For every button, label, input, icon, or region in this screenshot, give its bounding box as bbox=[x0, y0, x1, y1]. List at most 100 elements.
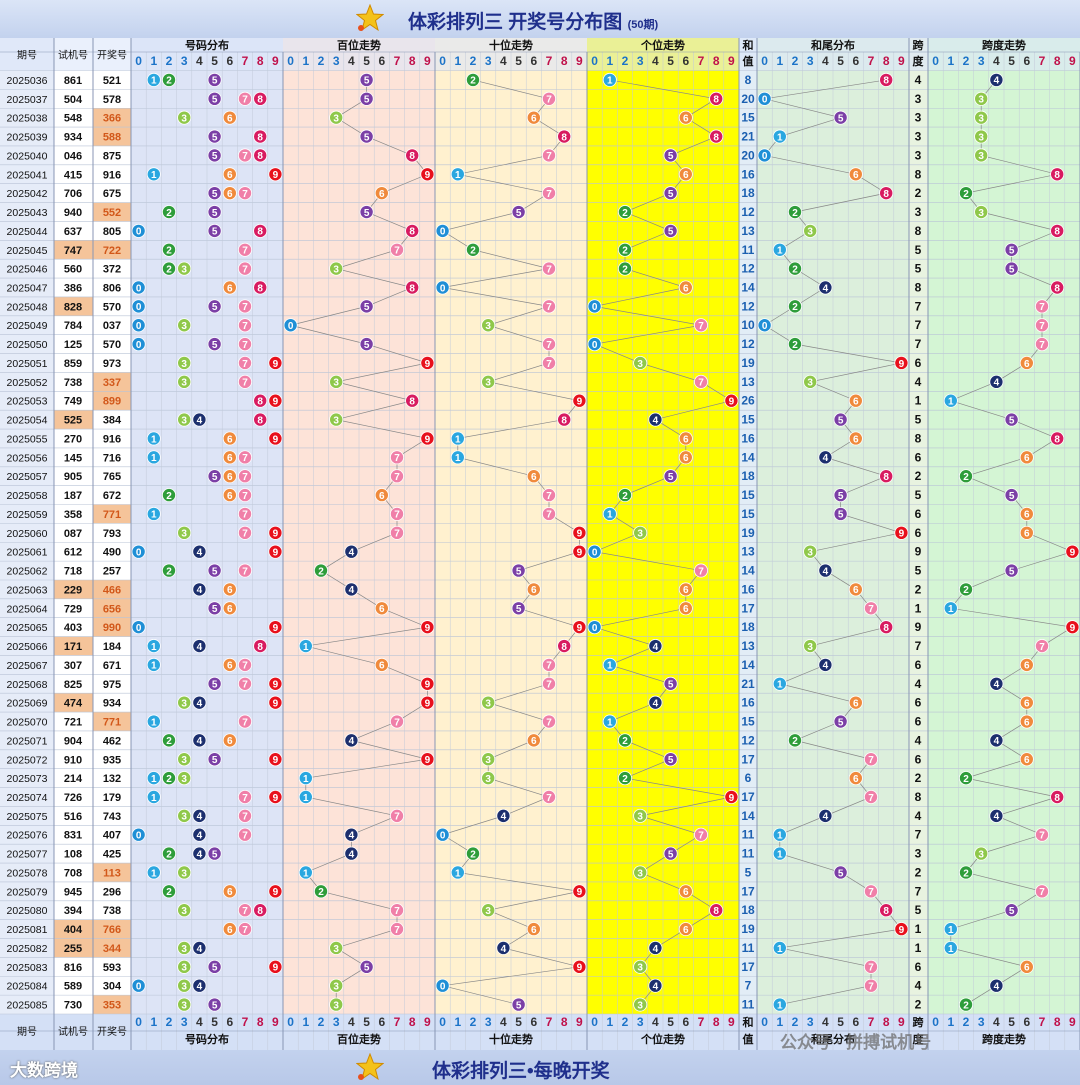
hundreds-ball: 9 bbox=[420, 167, 435, 182]
dist-ball: 5 bbox=[207, 129, 222, 144]
units-ball: 4 bbox=[648, 639, 663, 654]
tens-ball: 5 bbox=[511, 601, 526, 616]
sumtail-ball: 5 bbox=[833, 110, 848, 125]
svg-text:0: 0 bbox=[592, 547, 598, 558]
span-ball: 3 bbox=[974, 148, 989, 163]
hundreds-ball: 4 bbox=[344, 733, 359, 748]
draw-footer: 开奖号 bbox=[97, 1025, 127, 1038]
draw-highlight bbox=[93, 579, 131, 599]
svg-text:5: 5 bbox=[1009, 491, 1015, 502]
trial-cell: 125 bbox=[64, 339, 82, 351]
sum-cell: 19 bbox=[741, 526, 755, 540]
period-cell: 2025080 bbox=[7, 905, 48, 917]
digit-footer: 1 bbox=[606, 1015, 613, 1029]
period-cell: 2025051 bbox=[7, 358, 48, 370]
trial-cell: 255 bbox=[64, 943, 82, 955]
hundreds-ball: 9 bbox=[420, 676, 435, 691]
tens-ball: 7 bbox=[542, 355, 557, 370]
dist-ball: 2 bbox=[161, 563, 176, 578]
units-ball: 3 bbox=[633, 959, 648, 974]
dist-ball: 1 bbox=[146, 72, 161, 87]
trial-cell: 187 bbox=[64, 490, 82, 502]
hundreds-ball: 5 bbox=[359, 959, 374, 974]
svg-text:0: 0 bbox=[136, 227, 142, 238]
span-cell: 5 bbox=[915, 262, 922, 276]
period-cell: 2025061 bbox=[7, 547, 48, 559]
sum-header-top: 和 bbox=[743, 38, 754, 52]
units-ball: 2 bbox=[618, 205, 633, 220]
svg-text:9: 9 bbox=[899, 529, 905, 540]
span-ball: 8 bbox=[1050, 280, 1065, 295]
digit-header: 2 bbox=[792, 54, 799, 68]
svg-text:0: 0 bbox=[592, 340, 598, 351]
hundreds-ball: 7 bbox=[389, 450, 404, 465]
units-ball: 4 bbox=[648, 412, 663, 427]
hundreds-ball: 9 bbox=[420, 355, 435, 370]
svg-text:8: 8 bbox=[257, 906, 263, 917]
svg-text:7: 7 bbox=[1039, 642, 1045, 653]
span-ball: 2 bbox=[959, 469, 974, 484]
period-cell: 2025047 bbox=[7, 283, 48, 295]
trial-cell: 749 bbox=[64, 396, 82, 408]
svg-text:6: 6 bbox=[227, 434, 233, 445]
sumtail-ball: 6 bbox=[848, 582, 863, 597]
draw-cell: 916 bbox=[103, 169, 121, 181]
hundreds-ball: 8 bbox=[405, 280, 420, 295]
period-cell: 2025083 bbox=[7, 962, 48, 974]
period-cell: 2025075 bbox=[7, 811, 48, 823]
units-ball: 0 bbox=[587, 620, 602, 635]
draw-cell: 344 bbox=[103, 943, 122, 955]
span-cell: 8 bbox=[915, 431, 922, 445]
units-ball: 1 bbox=[602, 714, 617, 729]
units-ball: 7 bbox=[694, 563, 709, 578]
dist-ball: 8 bbox=[253, 903, 268, 918]
draw-cell: 337 bbox=[103, 377, 121, 389]
draw-highlight bbox=[93, 712, 131, 731]
draw-cell: 899 bbox=[103, 396, 121, 408]
sum-cell: 5 bbox=[745, 865, 752, 879]
trial-cell: 730 bbox=[64, 1000, 82, 1012]
sum-cell: 10 bbox=[741, 318, 755, 332]
trial-cell: 516 bbox=[64, 811, 82, 823]
svg-text:9: 9 bbox=[577, 963, 583, 974]
sumtail-ball: 2 bbox=[788, 205, 803, 220]
section-header-dist: 号码分布 bbox=[185, 38, 229, 52]
svg-text:2: 2 bbox=[792, 208, 798, 219]
draw-cell: 184 bbox=[103, 641, 122, 653]
svg-text:6: 6 bbox=[683, 925, 689, 936]
svg-text:6: 6 bbox=[1024, 359, 1030, 370]
units-ball: 1 bbox=[602, 72, 617, 87]
trial-highlight bbox=[54, 579, 93, 599]
svg-text:1: 1 bbox=[455, 453, 461, 464]
svg-text:2: 2 bbox=[792, 302, 798, 313]
span-ball: 1 bbox=[943, 601, 958, 616]
dist-ball: 9 bbox=[268, 752, 283, 767]
trial-cell: 229 bbox=[64, 584, 82, 596]
svg-text:7: 7 bbox=[242, 717, 248, 728]
trial-cell: 415 bbox=[64, 169, 82, 181]
dist-ball: 7 bbox=[237, 299, 252, 314]
svg-text:6: 6 bbox=[227, 736, 233, 747]
svg-text:4: 4 bbox=[349, 547, 355, 558]
section-footer-hundreds: 百位走势 bbox=[337, 1032, 381, 1046]
dist-ball: 3 bbox=[177, 355, 192, 370]
hundreds-ball: 5 bbox=[359, 91, 374, 106]
svg-text:1: 1 bbox=[777, 1000, 783, 1011]
sumtail-ball: 9 bbox=[894, 922, 909, 937]
span-cell: 1 bbox=[915, 394, 922, 408]
svg-text:6: 6 bbox=[1024, 717, 1030, 728]
svg-text:3: 3 bbox=[485, 906, 491, 917]
svg-text:7: 7 bbox=[394, 529, 400, 540]
digit-header: 9 bbox=[424, 54, 431, 68]
svg-text:6: 6 bbox=[1024, 529, 1030, 540]
svg-text:9: 9 bbox=[1070, 547, 1076, 558]
digit-header: 3 bbox=[485, 54, 492, 68]
span-ball: 1 bbox=[943, 940, 958, 955]
dist-ball: 7 bbox=[237, 318, 252, 333]
span-cell: 7 bbox=[915, 639, 922, 653]
digit-header: 4 bbox=[652, 54, 659, 68]
trial-highlight bbox=[54, 296, 93, 316]
svg-text:7: 7 bbox=[546, 680, 552, 691]
sum-cell: 14 bbox=[741, 450, 755, 464]
